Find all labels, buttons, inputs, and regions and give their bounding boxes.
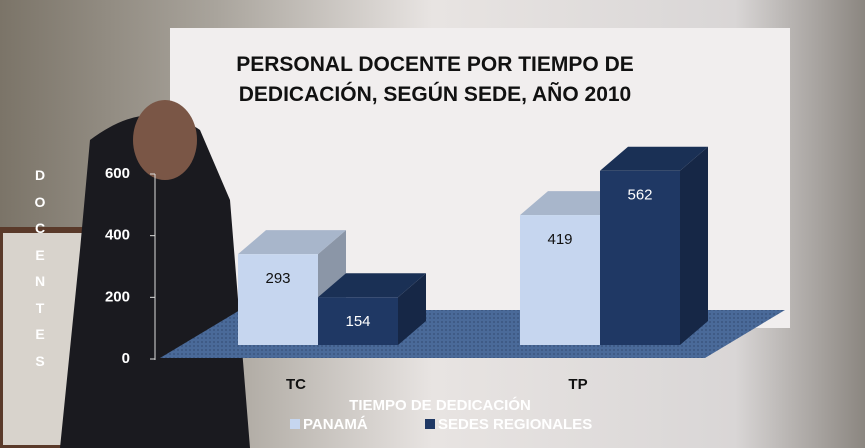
x-axis-title: TIEMPO DE DEDICACIÓN [349, 396, 531, 414]
data-label: 419 [547, 231, 572, 248]
legend-label: SEDES REGIONALES [438, 416, 592, 433]
bar-side [680, 147, 708, 345]
y-tick-label: 0 [122, 350, 130, 367]
page: TIEMPO DE DEDICACIÓN 0 200 400 600 TC 293 154 T… [0, 0, 865, 448]
y-tick-label: 200 [105, 288, 130, 305]
person-head [133, 100, 197, 180]
bar [238, 254, 318, 345]
data-label: 562 [627, 187, 652, 204]
x-tick-label: TC [286, 376, 306, 393]
y-tick-label: 400 [105, 227, 130, 244]
data-label: 154 [345, 313, 370, 330]
y-axis-title: DOCENTES [34, 162, 46, 374]
legend-swatch [425, 419, 435, 429]
chart-title: PERSONAL DOCENTE POR TIEMPO DE DEDICACIÓ… [200, 50, 670, 110]
legend-label: PANAMÁ [303, 416, 368, 433]
y-tick-label: 600 [105, 165, 130, 182]
legend-swatch [290, 419, 300, 429]
x-tick-label: TP [568, 376, 587, 393]
data-label: 293 [265, 270, 290, 287]
